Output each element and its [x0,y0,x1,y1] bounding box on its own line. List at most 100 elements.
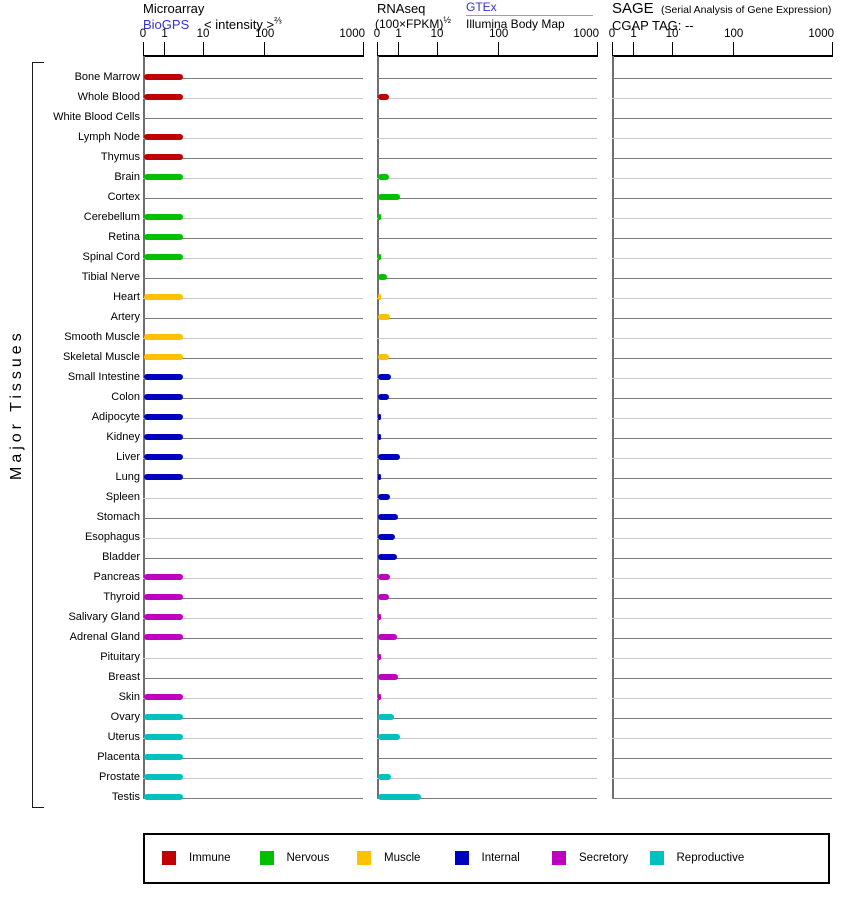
expression-bar-rnaseq [378,274,387,280]
biogps-link[interactable]: BioGPS [143,17,190,32]
expression-bar-microarray [144,94,183,100]
tissue-label: Spleen [105,491,140,503]
illumina-body-map-label: Illumina Body Map [466,17,565,31]
expression-bar-microarray [144,474,183,480]
row-line [143,478,363,479]
row-line [377,598,597,599]
legend-swatch-secretory [552,851,566,865]
expression-bar-microarray [144,694,183,700]
row-line [612,118,832,119]
tissue-label: Thymus [100,151,140,163]
tissue-label: Ovary [110,711,140,723]
row-line [377,698,597,699]
expression-bar-rnaseq [378,654,381,660]
expression-bar-microarray [144,234,183,240]
legend-label-reproductive: Reproductive [676,852,745,864]
expression-bar-microarray [144,614,183,620]
expression-bar-rnaseq [378,254,381,260]
axis-tick [202,42,204,56]
axis-tick [436,42,438,56]
axis-line-sage [612,55,833,57]
expression-bar-microarray [144,414,183,420]
row-line [612,718,832,719]
major-tissues-bracket-top [32,62,44,63]
cgap-tag-label: CGAP TAG: -- [612,18,694,33]
tissue-label: Placenta [97,751,140,763]
row-line [612,378,832,379]
expression-bar-rnaseq [378,534,396,540]
row-line [612,278,832,279]
row-line [612,438,832,439]
row-line [377,318,597,319]
row-line [377,458,597,459]
expression-bar-rnaseq [378,394,389,400]
expression-bar-microarray [144,734,183,740]
expression-bar-rnaseq [378,194,400,200]
row-line [143,318,363,319]
row-line [377,218,597,219]
row-line [612,398,832,399]
axis-tick [671,42,673,56]
row-line [377,278,597,279]
tissue-label: Bone Marrow [74,71,140,83]
row-line [377,158,597,159]
expression-bar-microarray [144,454,183,460]
row-line [377,718,597,719]
tissue-label: Cortex [107,191,140,203]
tissue-label: Small Intestine [67,371,140,383]
expression-bar-microarray [144,74,183,80]
tissue-label: Lung [115,471,140,483]
row-line [143,538,363,539]
legend-label-nervous: Nervous [286,852,330,864]
axis-tick [264,42,266,56]
major-tissues-bracket [32,62,33,808]
axis-tick [362,42,364,56]
row-line [377,138,597,139]
legend-swatch-reproductive [649,851,664,865]
legend-swatch-immune [162,851,176,865]
row-line [143,278,363,279]
expression-bar-rnaseq [378,574,390,580]
row-line [143,418,363,419]
expression-bar-rnaseq [378,614,381,620]
legend-label-internal: Internal [481,852,520,864]
expression-bar-rnaseq [378,494,390,500]
tissue-label: Artery [110,311,140,323]
expression-bar-rnaseq [378,774,391,780]
axis-tick [831,42,833,56]
row-line [377,418,597,419]
row-line [377,538,597,539]
row-line [377,658,597,659]
gtex-link[interactable]: GTEx [466,0,497,14]
panel-border-sage [612,56,614,798]
expression-bar-microarray [144,354,183,360]
row-line [143,458,363,459]
row-line [612,798,832,799]
expression-bar-microarray [144,254,183,260]
row-line [612,158,832,159]
row-line [612,678,832,679]
row-line [612,738,832,739]
expression-bar-microarray [144,634,183,640]
row-line [143,558,363,559]
expression-bar-rnaseq [378,514,399,520]
row-line [377,238,597,239]
expression-bar-rnaseq [378,314,390,320]
row-line [143,238,363,239]
expression-bar-rnaseq [378,634,398,640]
row-line [377,78,597,79]
row-line [143,778,363,779]
fpkm-exponent: ½ [443,15,451,25]
row-line [612,218,832,219]
row-line [377,178,597,179]
axis-tick [376,42,378,56]
gtex-divider [466,15,593,16]
expression-bar-rnaseq [378,294,381,300]
row-line [377,558,597,559]
expression-bar-rnaseq [378,214,381,220]
tissue-label: Brain [114,171,140,183]
expression-bar-microarray [144,794,183,800]
row-line [143,738,363,739]
legend-swatch-nervous [259,851,274,865]
